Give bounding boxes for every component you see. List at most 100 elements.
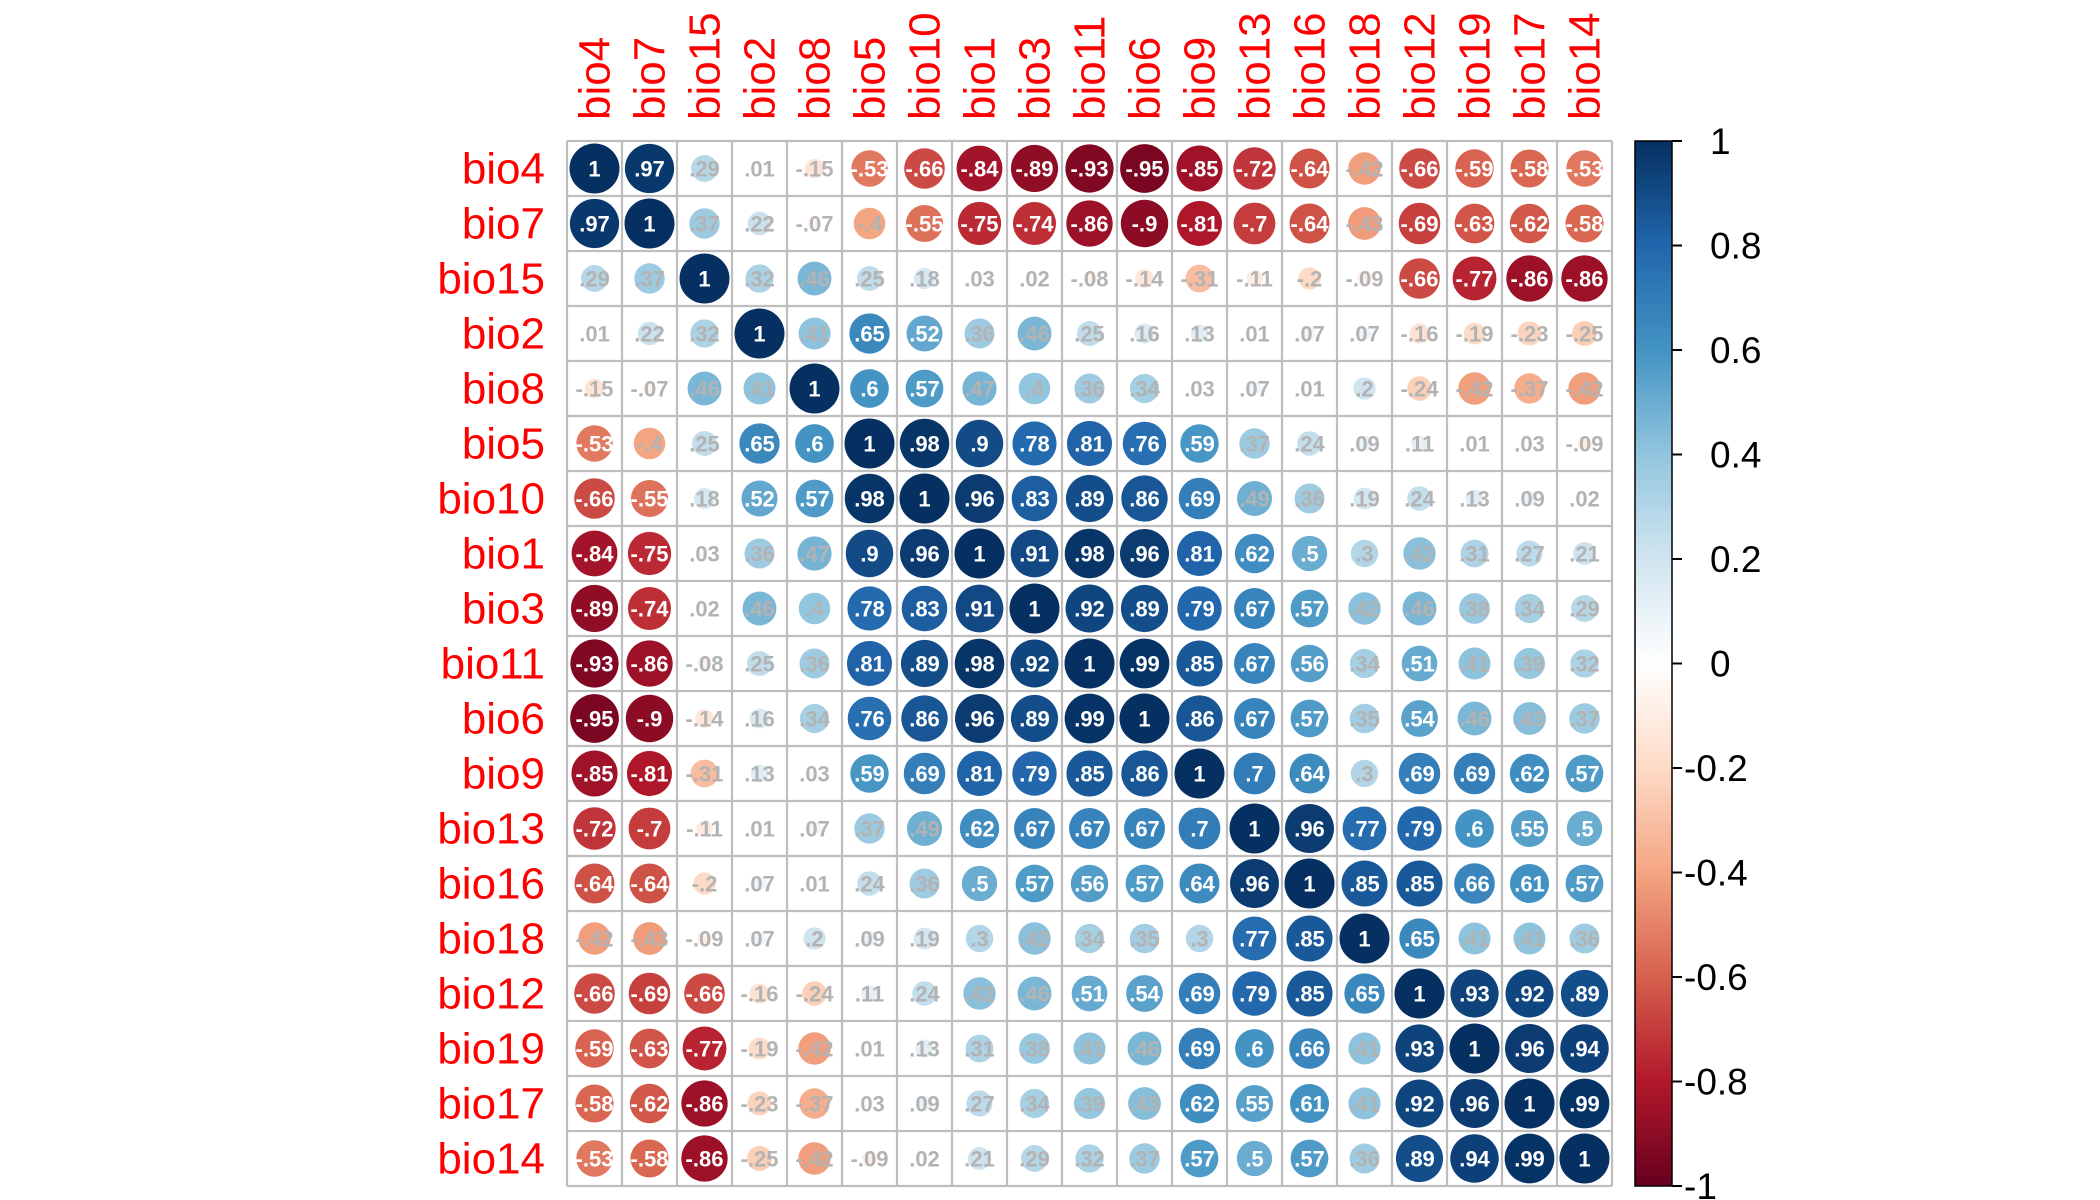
- corr-circle-bio11-bio14: [1570, 649, 1599, 678]
- corr-circle-bio6-bio16: [1290, 699, 1329, 738]
- coef-label-bio17-bio16: .61: [1294, 1092, 1325, 1117]
- coef-label-bio8-bio2: .41: [744, 377, 775, 402]
- coef-label-bio3-bio10: .83: [909, 597, 940, 622]
- coef-label-bio18-bio18: 1: [1358, 927, 1370, 952]
- coef-label-bio4-bio4: 1: [588, 157, 600, 182]
- corr-circle-bio10-bio15: [693, 487, 716, 510]
- coef-label-bio17-bio11: .39: [1074, 1092, 1105, 1117]
- coef-label-bio18-bio11: .34: [1074, 927, 1105, 952]
- corr-circle-bio10-bio6: [1121, 475, 1168, 522]
- corr-circle-bio7-bio13: [1233, 202, 1276, 245]
- row-label-bio1: bio1: [462, 530, 545, 579]
- coef-label-bio7-bio14: -.58: [1566, 212, 1604, 237]
- coef-label-bio6-bio6: 1: [1138, 707, 1150, 732]
- coef-label-bio18-bio12: .65: [1404, 927, 1435, 952]
- row-label-bio9: bio9: [462, 750, 545, 799]
- corr-circle-bio5-bio9: [1180, 424, 1219, 463]
- corr-circle-bio10-bio3: [1011, 475, 1058, 522]
- coef-label-bio8-bio7: -.07: [631, 377, 669, 402]
- coef-label-bio4-bio14: -.53: [1566, 157, 1604, 182]
- coef-label-bio12-bio13: .79: [1239, 982, 1270, 1007]
- coef-label-bio15-bio14: -.86: [1566, 267, 1604, 292]
- coef-label-bio2-bio19: -.19: [1456, 322, 1494, 347]
- coef-label-bio8-bio9: .03: [1184, 377, 1215, 402]
- coef-label-bio16-bio3: .57: [1019, 872, 1050, 897]
- coef-label-bio7-bio2: .22: [744, 212, 775, 237]
- coef-label-bio14-bio4: -.53: [576, 1147, 614, 1172]
- coef-label-bio6-bio1: .96: [964, 707, 995, 732]
- corr-circle-bio12-bio8: [802, 981, 827, 1006]
- corr-circle-bio19-bio7: [629, 1028, 670, 1069]
- coef-label-bio18-bio15: -.09: [686, 927, 724, 952]
- coef-label-bio18-bio14: .36: [1569, 927, 1600, 952]
- corr-circle-bio12-bio11: [1071, 975, 1108, 1012]
- corr-circle-bio1-bio8: [797, 536, 832, 571]
- corr-circle-bio9-bio18: [1350, 759, 1379, 788]
- corr-circle-bio3-bio3: [1009, 583, 1060, 634]
- coef-label-bio1-bio3: .91: [1019, 542, 1050, 567]
- coef-label-bio16-bio4: -.64: [576, 872, 615, 897]
- corr-circle-bio9-bio1: [957, 751, 1002, 796]
- corr-circle-bio8-bio17: [1514, 373, 1545, 404]
- corr-circle-bio18-bio14: [1569, 923, 1600, 954]
- corr-circle-bio4-bio6: [1120, 144, 1169, 193]
- coef-label-bio13-bio14: .5: [1575, 817, 1593, 842]
- coef-label-bio11-bio1: .98: [964, 652, 995, 677]
- coef-label-bio3-bio11: .92: [1074, 597, 1105, 622]
- corr-circle-bio5-bio18: [1357, 436, 1372, 451]
- coef-label-bio7-bio12: -.69: [1401, 212, 1439, 237]
- coef-label-bio14-bio14: 1: [1578, 1147, 1590, 1172]
- corr-circle-bio14-bio19: [1450, 1134, 1499, 1183]
- matrix-grid: [565, 139, 1614, 1188]
- colorbar-tick-label: -0.4: [1684, 853, 1748, 894]
- corr-circle-bio8-bio4: [584, 378, 605, 399]
- coef-label-bio14-bio15: -.86: [686, 1147, 724, 1172]
- col-label-bio9: bio9: [1176, 37, 1225, 120]
- corr-circle-bio17-bio1: [966, 1090, 993, 1117]
- coef-label-bio12-bio15: -.66: [686, 982, 724, 1007]
- col-label-bio12: bio12: [1396, 12, 1445, 120]
- corr-circle-bio6-bio7: [625, 694, 674, 743]
- coef-label-bio17-bio10: .09: [909, 1092, 940, 1117]
- corr-circle-bio12-bio6: [1126, 975, 1163, 1012]
- corr-circle-bio13-bio2: [757, 826, 762, 831]
- coef-label-bio7-bio13: -.7: [1242, 212, 1268, 237]
- col-label-bio6: bio6: [1121, 37, 1170, 120]
- corr-circle-bio15-bio2: [745, 264, 774, 293]
- coef-label-bio7-bio15: .37: [689, 212, 720, 237]
- coef-label-bio18-bio2: .07: [744, 927, 775, 952]
- coef-label-bio15-bio5: .25: [854, 267, 885, 292]
- corr-circle-bio6-bio14: [1569, 703, 1600, 734]
- coef-label-bio14-bio6: .37: [1129, 1147, 1160, 1172]
- coef-label-bio14-bio1: .21: [964, 1147, 995, 1172]
- coef-label-bio18-bio16: .85: [1294, 927, 1325, 952]
- corr-circle-bio16-bio19: [1454, 863, 1495, 904]
- coef-label-bio9-bio4: -.85: [576, 762, 614, 787]
- colorbar-tick-label: 0.8: [1710, 226, 1761, 267]
- coef-label-bio7-bio4: .97: [579, 212, 610, 237]
- coef-label-bio9-bio15: -.31: [686, 762, 724, 787]
- coef-label-bio8-bio14: -.42: [1566, 377, 1604, 402]
- corr-circle-bio19-bio18: [1348, 1032, 1381, 1065]
- coef-label-bio2-bio14: -.25: [1566, 322, 1604, 347]
- corr-circle-bio1-bio4: [571, 530, 618, 577]
- corr-circle-bio17-bio18: [1348, 1087, 1381, 1120]
- corr-circle-bio10-bio2: [741, 480, 778, 517]
- coef-label-bio14-bio19: .94: [1459, 1147, 1490, 1172]
- corr-circle-bio19-bio19: [1449, 1023, 1500, 1074]
- corr-circle-bio11-bio17: [1513, 647, 1546, 680]
- corr-circle-bio19-bio2: [748, 1037, 771, 1060]
- coef-label-bio7-bio5: -.4: [857, 212, 883, 237]
- coef-label-bio11-bio15: -.08: [686, 652, 724, 677]
- corr-circle-bio2-bio11: [1077, 321, 1102, 346]
- coef-label-bio15-bio3: .02: [1019, 267, 1050, 292]
- coef-label-bio16-bio7: -.64: [631, 872, 670, 897]
- corr-circle-bio5-bio14: [1577, 436, 1592, 451]
- corr-circle-bio19-bio12: [1395, 1024, 1444, 1073]
- coef-label-bio5-bio12: .11: [1405, 432, 1434, 457]
- colorbar-tick-label: -1: [1684, 1166, 1717, 1200]
- corr-circle-bio3-bio18: [1348, 592, 1381, 625]
- corr-circle-bio1-bio2: [744, 538, 775, 569]
- corr-circle-bio10-bio19: [1465, 489, 1484, 508]
- corr-circle-bio11-bio19: [1458, 647, 1491, 680]
